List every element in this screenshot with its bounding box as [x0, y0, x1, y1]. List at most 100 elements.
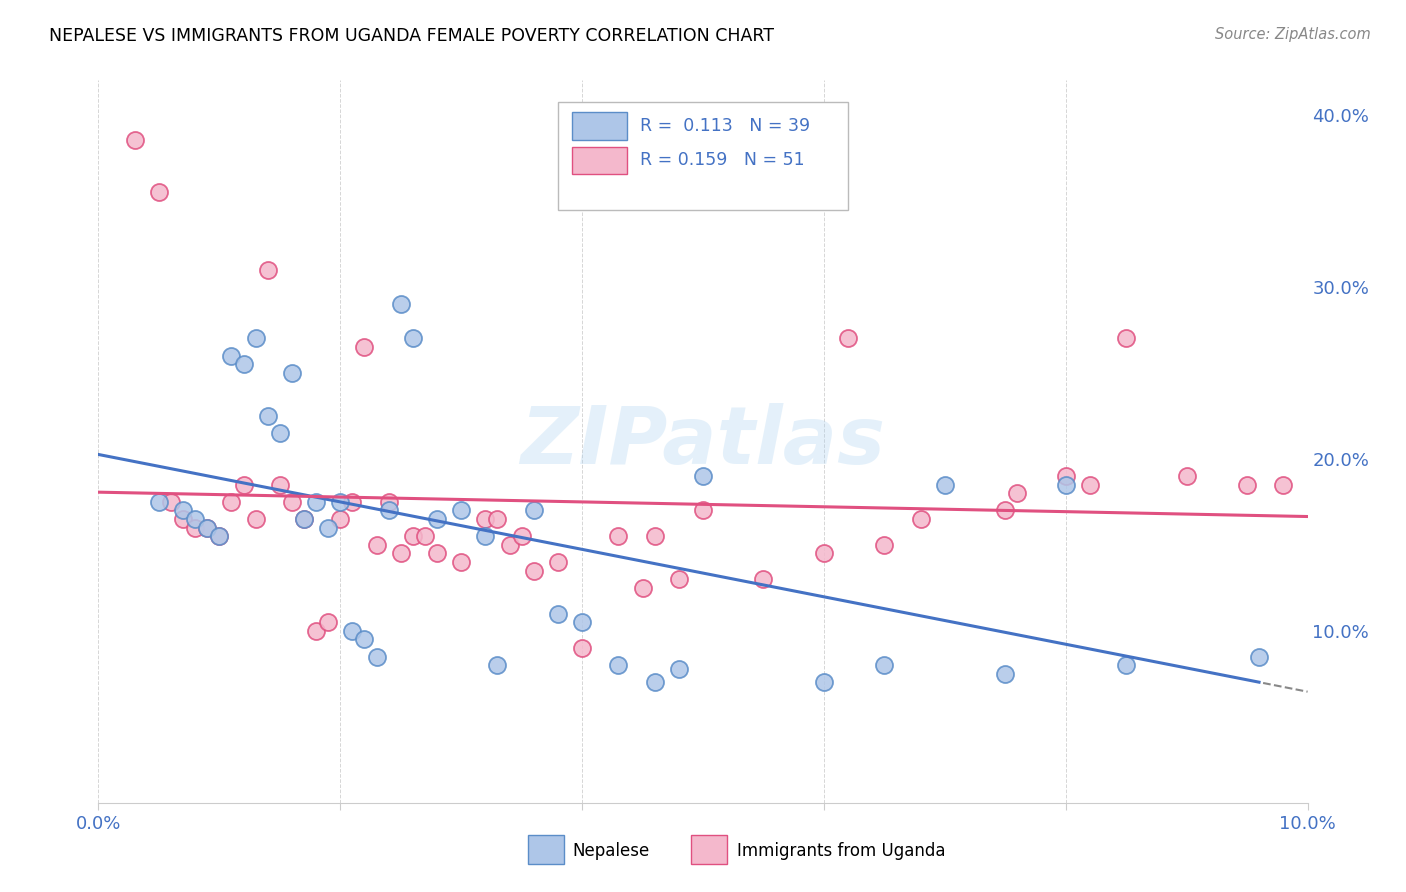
Point [692, 469, 714, 483]
Point [184, 520, 207, 534]
Point [752, 572, 775, 586]
Point [631, 581, 654, 595]
Point [426, 546, 449, 560]
Point [510, 529, 533, 543]
Point [172, 503, 194, 517]
Text: NEPALESE VS IMMIGRANTS FROM UGANDA FEMALE POVERTY CORRELATION CHART: NEPALESE VS IMMIGRANTS FROM UGANDA FEMAL… [49, 27, 775, 45]
Point [316, 520, 339, 534]
Text: Source: ZipAtlas.com: Source: ZipAtlas.com [1215, 27, 1371, 42]
Point [813, 546, 835, 560]
FancyBboxPatch shape [572, 147, 627, 174]
Point [269, 477, 291, 491]
Point [523, 503, 546, 517]
Point [389, 546, 412, 560]
Point [873, 658, 896, 673]
Point [1054, 477, 1077, 491]
Point [571, 615, 593, 630]
Point [256, 409, 278, 423]
Point [221, 494, 243, 508]
Point [245, 512, 267, 526]
Point [245, 331, 267, 345]
Text: ZIPatlas: ZIPatlas [520, 402, 886, 481]
Point [221, 349, 243, 363]
Point [292, 512, 315, 526]
Point [644, 529, 666, 543]
Point [1115, 658, 1137, 673]
Point [474, 512, 496, 526]
Text: Nepalese: Nepalese [572, 842, 650, 860]
Point [377, 503, 399, 517]
Point [644, 675, 666, 690]
Point [486, 512, 509, 526]
Point [813, 675, 835, 690]
Point [195, 520, 218, 534]
FancyBboxPatch shape [527, 835, 564, 864]
Point [873, 538, 896, 552]
Point [523, 564, 546, 578]
FancyBboxPatch shape [572, 112, 627, 139]
Point [1115, 331, 1137, 345]
Point [329, 512, 352, 526]
Point [281, 494, 304, 508]
Point [692, 503, 714, 517]
Point [148, 494, 170, 508]
Point [316, 615, 339, 630]
Point [232, 357, 254, 371]
Point [607, 529, 630, 543]
FancyBboxPatch shape [690, 835, 727, 864]
Point [413, 529, 436, 543]
Point [281, 366, 304, 380]
FancyBboxPatch shape [558, 102, 848, 211]
Point [607, 658, 630, 673]
Point [547, 607, 569, 621]
Point [498, 538, 520, 552]
Point [184, 512, 207, 526]
Point [329, 494, 352, 508]
Point [402, 529, 425, 543]
Point [342, 494, 364, 508]
Point [269, 425, 291, 440]
Point [377, 494, 399, 508]
Text: R =  0.113   N = 39: R = 0.113 N = 39 [640, 117, 810, 135]
Point [571, 640, 593, 655]
Point [366, 538, 388, 552]
Point [1249, 649, 1271, 664]
Point [292, 512, 315, 526]
Point [305, 624, 328, 638]
Point [208, 529, 231, 543]
Point [668, 662, 690, 676]
Text: R = 0.159   N = 51: R = 0.159 N = 51 [640, 152, 804, 169]
Point [195, 520, 218, 534]
Point [148, 185, 170, 199]
Text: Immigrants from Uganda: Immigrants from Uganda [737, 842, 945, 860]
Point [124, 133, 146, 147]
Point [474, 529, 496, 543]
Point [1007, 486, 1029, 500]
Point [1175, 469, 1198, 483]
Point [1078, 477, 1101, 491]
Point [389, 297, 412, 311]
Point [426, 512, 449, 526]
Point [353, 340, 375, 354]
Point [547, 555, 569, 569]
Point [837, 331, 859, 345]
Point [668, 572, 690, 586]
Point [402, 331, 425, 345]
Point [994, 503, 1017, 517]
Point [910, 512, 932, 526]
Point [450, 555, 472, 569]
Point [232, 477, 254, 491]
Point [160, 494, 183, 508]
Point [934, 477, 956, 491]
Point [994, 666, 1017, 681]
Point [172, 512, 194, 526]
Point [353, 632, 375, 647]
Point [486, 658, 509, 673]
Point [208, 529, 231, 543]
Point [342, 624, 364, 638]
Point [450, 503, 472, 517]
Point [1054, 469, 1077, 483]
Point [256, 262, 278, 277]
Point [305, 494, 328, 508]
Point [366, 649, 388, 664]
